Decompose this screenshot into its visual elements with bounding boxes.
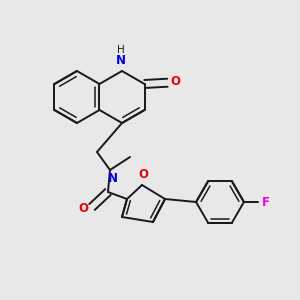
Text: N: N — [108, 172, 118, 184]
Text: O: O — [170, 75, 180, 88]
Text: N: N — [116, 53, 126, 67]
Text: F: F — [262, 196, 270, 208]
Text: O: O — [138, 169, 148, 182]
Text: O: O — [78, 202, 88, 214]
Text: H: H — [117, 45, 125, 55]
